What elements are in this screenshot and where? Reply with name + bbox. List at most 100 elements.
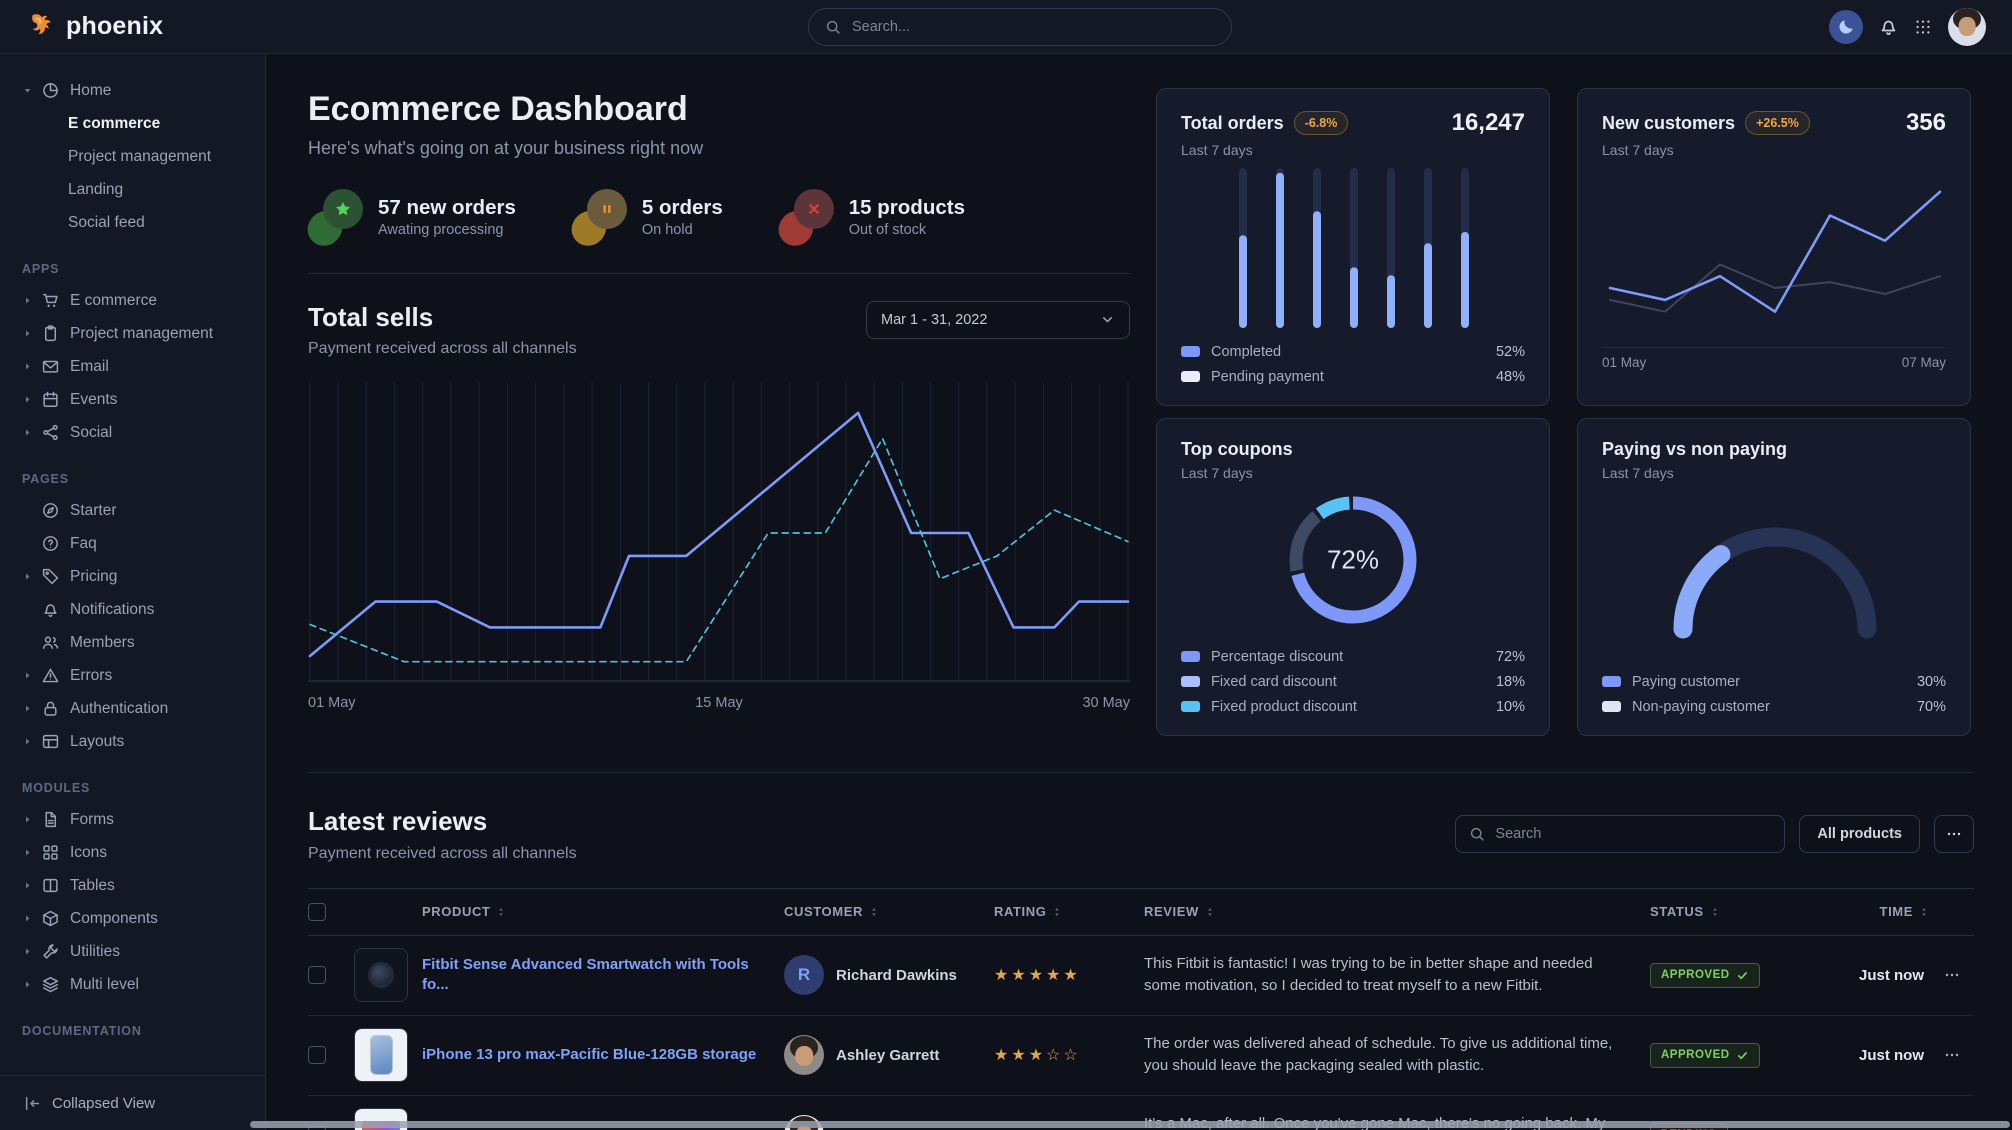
sidebar-item-e-commerce[interactable]: E commerce: [22, 284, 249, 317]
sidebar-item-pricing[interactable]: Pricing: [22, 560, 249, 593]
paying-gauge-chart: [1673, 527, 1877, 639]
star-stat-icon: [304, 188, 363, 250]
row-actions-button[interactable]: [1930, 1047, 1974, 1063]
sidebar-item-utilities[interactable]: Utilities: [22, 935, 249, 968]
column-header-time[interactable]: TIME: [1810, 904, 1930, 919]
sidebar-item-tables[interactable]: Tables: [22, 869, 249, 902]
sidebar-item-label: Utilities: [70, 942, 120, 960]
top-coupons-legend: Percentage discount 72% Fixed card discoun…: [1181, 644, 1525, 719]
pie-icon: [42, 82, 61, 99]
reviews-more-button[interactable]: [1934, 814, 1974, 853]
new-customers-x-start: 01 May: [1602, 355, 1647, 370]
stat-label: Out of stock: [848, 222, 927, 239]
new-customers-card: New customers +26.5% 356 Last 7 days 01 …: [1577, 88, 1971, 406]
sidebar-item-faq[interactable]: Faq: [22, 527, 249, 560]
column-header-product[interactable]: PRODUCT: [354, 904, 784, 919]
horizontal-scrollbar[interactable]: [250, 1121, 2010, 1128]
sidebar-item-home[interactable]: Home: [22, 74, 249, 107]
apps-grid-button[interactable]: [1914, 18, 1932, 36]
product-link[interactable]: iPhone 13 pro max-Pacific Blue-128GB sto…: [422, 1046, 757, 1064]
global-search[interactable]: [808, 8, 1232, 46]
sidebar-item-layouts[interactable]: Layouts: [22, 725, 249, 758]
sidebar-item-errors[interactable]: Errors: [22, 659, 249, 692]
theme-toggle-button[interactable]: [1829, 9, 1863, 44]
main-content: Ecommerce Dashboard Here's what's going …: [266, 54, 2012, 1130]
column-label: REVIEW: [1144, 904, 1199, 920]
sidebar-item-project-management[interactable]: Project management: [22, 140, 249, 173]
column-label: CUSTOMER: [784, 904, 863, 920]
column-header-customer[interactable]: CUSTOMER: [784, 904, 994, 919]
reviews-table: PRODUCT CUSTOMER RATING REVIEW STATUS TIME Fi…: [308, 887, 1974, 1130]
sidebar-item-starter[interactable]: Starter: [22, 494, 249, 527]
sidebar-item-notifications[interactable]: Notifications: [22, 593, 249, 626]
row-checkbox[interactable]: [308, 1046, 326, 1065]
navbar-actions: [1829, 7, 1986, 46]
sidebar-item-authentication[interactable]: Authentication: [22, 692, 249, 725]
reviews-search[interactable]: [1455, 814, 1786, 853]
sidebar-item-events[interactable]: Events: [22, 383, 249, 416]
customer-cell[interactable]: R Richard Dawkins: [784, 955, 994, 996]
legend-row-fixed-card-discount: Fixed card discount 18%: [1181, 669, 1525, 694]
row-actions-button[interactable]: [1930, 967, 1974, 983]
legend-value: 30%: [1916, 673, 1946, 690]
product-link[interactable]: Fitbit Sense Advanced Smartwatch with To…: [422, 956, 749, 994]
sidebar-item-email[interactable]: Email: [22, 350, 249, 383]
sidebar-item-icons[interactable]: Icons: [22, 836, 249, 869]
collapse-sidebar-button[interactable]: Collapsed View: [0, 1075, 265, 1130]
sidebar-item-forms[interactable]: Forms: [22, 803, 249, 836]
legend-value: 52%: [1495, 343, 1525, 360]
box-icon: [42, 910, 61, 927]
user-avatar[interactable]: [1948, 7, 1986, 46]
product-thumbnail: [354, 1028, 408, 1083]
legend-label: Pending payment: [1211, 368, 1324, 385]
sort-icon: [1709, 906, 1721, 918]
paying-title: Paying vs non paying: [1602, 439, 1788, 459]
column-label: TIME: [1879, 904, 1913, 920]
sidebar-item-components[interactable]: Components: [22, 902, 249, 935]
total-sells-subtitle: Payment received across all channels: [308, 340, 577, 358]
row-checkbox[interactable]: [308, 966, 326, 985]
total-sells-title: Total sells: [308, 301, 434, 332]
legend-label: Paying customer: [1632, 673, 1740, 690]
sidebar-item-label: Social: [70, 423, 113, 441]
wrench-icon: [42, 943, 61, 960]
total-orders-title: Total orders: [1181, 112, 1284, 133]
column-header-rating[interactable]: RATING: [994, 904, 1144, 919]
brand-logo[interactable]: phoenix: [26, 12, 163, 42]
column-header-review[interactable]: REVIEW: [1144, 904, 1650, 919]
notifications-button[interactable]: [1879, 17, 1898, 36]
quick-stats-row: 57 new orders Awating processing 5 orders O…: [304, 188, 1130, 250]
customer-cell[interactable]: Ashley Garrett: [784, 1035, 994, 1076]
sidebar-item-multi-level[interactable]: Multi level: [22, 968, 249, 1001]
columns-icon: [42, 877, 61, 894]
rating-stars: ★★★★★: [994, 967, 1081, 985]
xmark-stat-icon: [774, 188, 834, 250]
legend-swatch: [1181, 701, 1200, 712]
sidebar-item-social-feed[interactable]: Social feed: [22, 206, 249, 239]
reviews-search-input[interactable]: [1495, 825, 1772, 842]
sidebar-item-label: Home: [70, 81, 112, 99]
legend-swatch: [1602, 676, 1621, 687]
sidebar-item-label: Notifications: [70, 600, 155, 618]
sidebar-item-members[interactable]: Members: [22, 626, 249, 659]
column-header-status[interactable]: STATUS: [1650, 904, 1810, 919]
caret-right-icon: [22, 361, 33, 372]
sidebar-item-label: Project management: [68, 147, 212, 165]
paying-vs-nonpaying-card: Paying vs non paying Last 7 days Paying …: [1577, 418, 1971, 736]
sidebar-item-social[interactable]: Social: [22, 416, 249, 449]
caret-right-icon: [22, 913, 33, 924]
lock-icon: [42, 700, 61, 717]
sidebar-item-e-commerce[interactable]: E commerce: [22, 107, 249, 140]
date-range-select[interactable]: Mar 1 - 31, 2022: [866, 300, 1130, 339]
cart-icon: [42, 292, 61, 309]
select-all-checkbox[interactable]: [308, 902, 326, 921]
all-products-button[interactable]: All products: [1799, 814, 1920, 853]
review-text: The order was delivered ahead of schedul…: [1144, 1034, 1613, 1075]
paying-legend: Paying customer 30% Non-paying customer 70%: [1602, 669, 1946, 719]
sidebar-item-project-management[interactable]: Project management: [22, 317, 249, 350]
global-search-input[interactable]: [852, 19, 1215, 35]
sidebar-section-pages: PAGES: [22, 472, 69, 486]
search-icon: [1469, 826, 1485, 842]
sidebar-item-landing[interactable]: Landing: [22, 173, 249, 206]
sidebar-item-label: Landing: [68, 180, 124, 198]
